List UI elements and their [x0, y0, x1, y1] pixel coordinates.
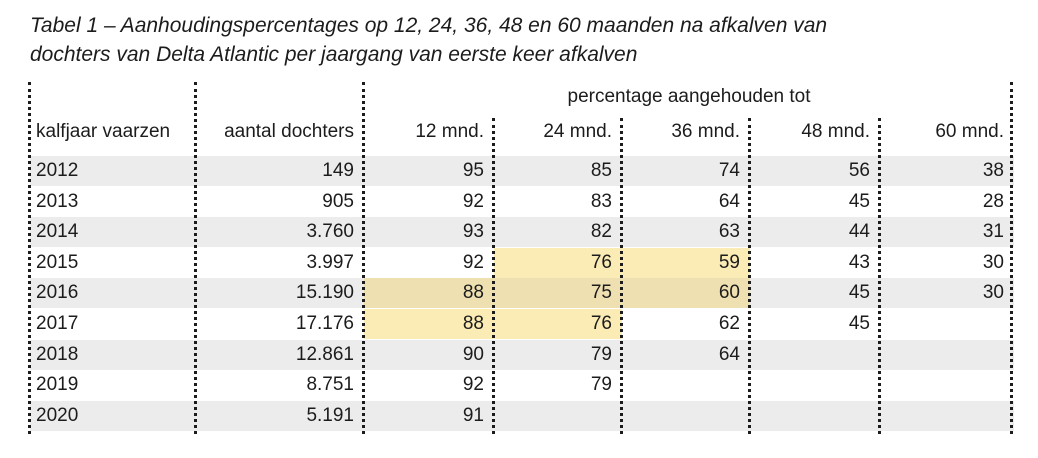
- header-48-mnd: 48 mnd.: [801, 121, 870, 142]
- table-row: 2013 905 92 83 64 45 28: [30, 187, 1014, 217]
- table-cell: 38: [982, 160, 1004, 181]
- table-cell: 17.176: [295, 313, 354, 334]
- table-row: 2015 3.997 92 76 59 43 30: [30, 247, 1014, 278]
- table-cell: [880, 309, 1014, 339]
- table-cell: 905: [322, 190, 354, 212]
- row-year: 2016: [36, 282, 79, 304]
- header-36-mnd: 36 mnd.: [671, 121, 740, 142]
- table-cell: 62: [718, 313, 740, 334]
- table-row: 2017 17.176 88 76 62 45: [30, 309, 1014, 339]
- row-year: 2019: [36, 374, 79, 396]
- table-cell: 60: [622, 278, 750, 309]
- column-separator: [748, 118, 751, 434]
- table-cell: 76: [494, 309, 622, 339]
- caption-line-2: dochters van Delta Atlantic per jaargang…: [30, 43, 638, 66]
- table-cell: [494, 401, 622, 431]
- column-separator: [362, 82, 365, 434]
- table-cell: 3.997: [306, 251, 354, 273]
- table-cell: [622, 401, 750, 431]
- column-separator: [1010, 82, 1013, 434]
- row-year: 2018: [36, 343, 79, 365]
- header-60-mnd: 60 mnd.: [935, 121, 1004, 142]
- table-cell: [622, 370, 750, 400]
- table-cell: 56: [848, 160, 870, 181]
- caption-line-1: Tabel 1 – Aanhoudingspercentages op 12, …: [30, 14, 828, 37]
- table-cell: 79: [590, 374, 612, 396]
- group-header: percentage aangehouden tot: [567, 86, 811, 107]
- table-cell: [880, 401, 1014, 431]
- table-cell: 15.190: [295, 282, 354, 304]
- header-12-mnd: 12 mnd.: [415, 121, 484, 142]
- table-cell: 43: [848, 251, 870, 273]
- table-cell: 88: [364, 309, 494, 339]
- table-cell: 8.751: [306, 374, 354, 396]
- column-separator: [492, 118, 495, 434]
- table-cell: 88: [364, 278, 494, 309]
- row-year: 2012: [36, 160, 79, 181]
- table-row: 2014 3.760 93 82 63 44 31: [30, 217, 1014, 248]
- table-cell: 91: [462, 404, 484, 426]
- table-cell: [750, 370, 880, 400]
- table-row: 2019 8.751 92 79: [30, 370, 1014, 400]
- table-row: 2012 149 95 85 74 56 38: [30, 156, 1014, 186]
- table-cell: 64: [718, 190, 740, 212]
- table-caption: Tabel 1 – Aanhoudingspercentages op 12, …: [30, 11, 1020, 69]
- table-cell: 74: [718, 160, 740, 181]
- header-kalfjaar: kalfjaar vaarzen: [36, 121, 171, 142]
- header-24-mnd: 24 mnd.: [543, 121, 612, 142]
- table-cell: 45: [848, 282, 870, 304]
- column-separator: [620, 118, 623, 434]
- table-cell: 12.861: [295, 343, 354, 365]
- table-cell: [880, 370, 1014, 400]
- table-cell: 82: [590, 221, 612, 243]
- table-cell: 5.191: [306, 404, 354, 426]
- table-cell: 75: [494, 278, 622, 309]
- table-cell: 30: [982, 251, 1004, 273]
- table-cell: 85: [590, 160, 612, 181]
- table-cell: 92: [462, 190, 484, 212]
- table-cell: 63: [718, 221, 740, 243]
- table-cell: 90: [462, 343, 484, 365]
- column-separator: [28, 82, 31, 434]
- table-cell: 64: [718, 343, 740, 365]
- column-separator: [194, 82, 197, 434]
- table-cell: 92: [462, 251, 484, 273]
- table-cell: 79: [590, 343, 612, 365]
- table-cell: 83: [590, 190, 612, 212]
- table-cell: 44: [848, 221, 870, 243]
- row-year: 2015: [36, 251, 79, 273]
- table-cell: 31: [982, 221, 1004, 243]
- table-cell: 45: [848, 313, 870, 334]
- table-cell: 3.760: [306, 221, 354, 243]
- table-cell: 30: [982, 282, 1004, 304]
- header-aantal-dochters: aantal dochters: [224, 121, 354, 142]
- row-year: 2014: [36, 221, 79, 243]
- table-row: 2016 15.190 88 75 60 45 30: [30, 278, 1014, 309]
- table-cell: 76: [494, 247, 622, 278]
- row-year: 2013: [36, 190, 79, 212]
- table-cell: 28: [982, 190, 1004, 212]
- table-cell: 95: [462, 160, 484, 181]
- column-separator: [878, 118, 881, 434]
- table-cell: [750, 340, 880, 370]
- table-cell: 45: [848, 190, 870, 212]
- table-cell: [880, 340, 1014, 370]
- table-cell: 93: [462, 221, 484, 243]
- table-row: 2020 5.191 91: [30, 400, 1014, 431]
- table-cell: [750, 401, 880, 431]
- table-row: 2018 12.861 90 79 64: [30, 339, 1014, 370]
- table-cell: 149: [322, 160, 354, 181]
- table-cell: 92: [462, 374, 484, 396]
- row-year: 2017: [36, 313, 79, 334]
- row-year: 2020: [36, 404, 79, 426]
- table-cell: 59: [622, 247, 750, 278]
